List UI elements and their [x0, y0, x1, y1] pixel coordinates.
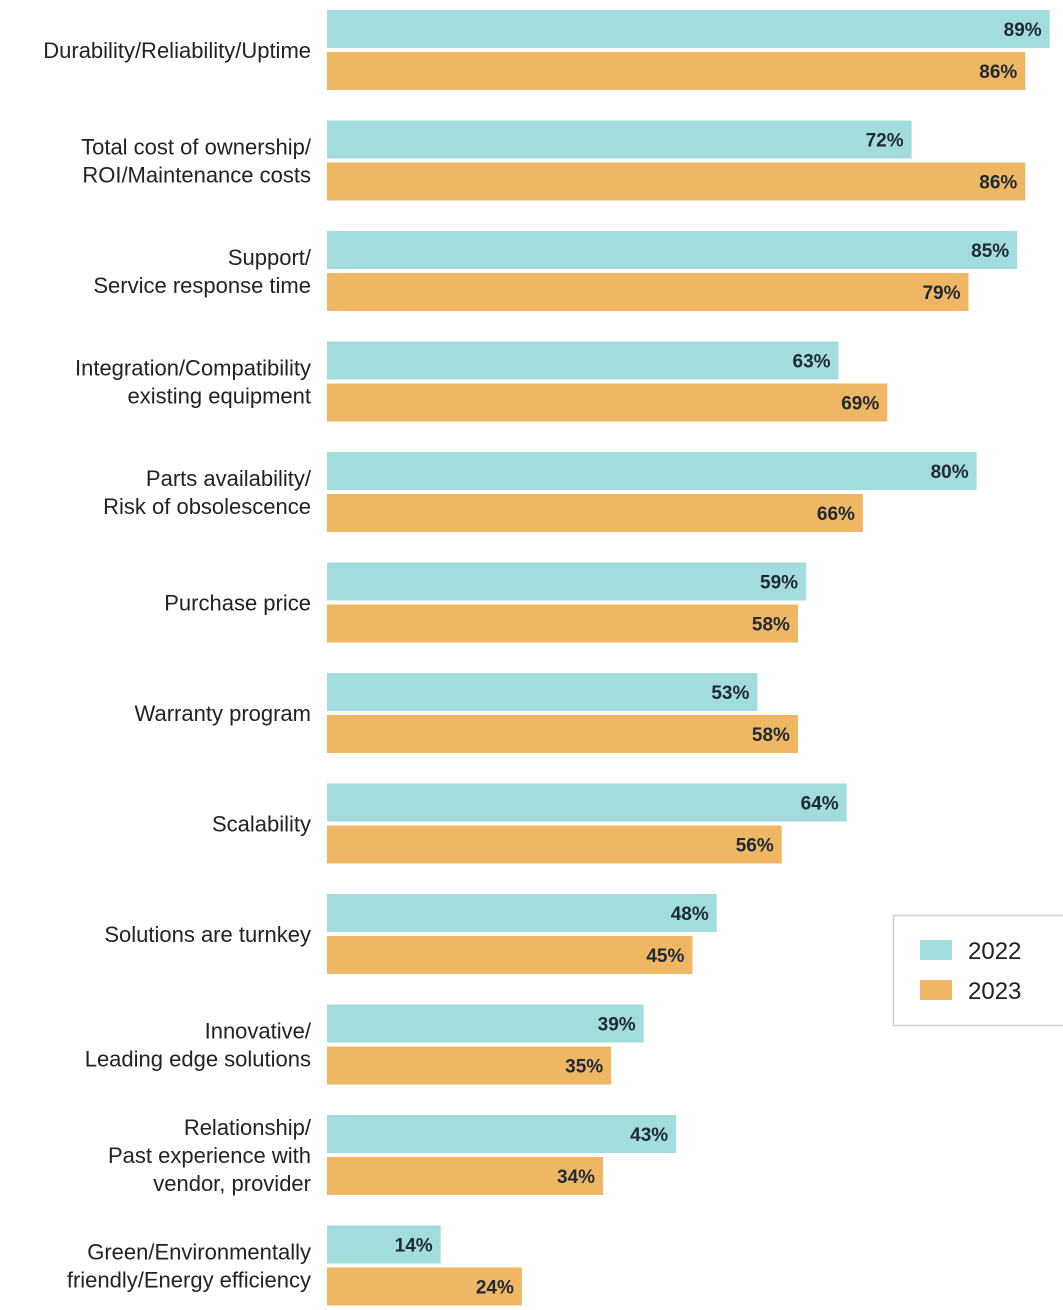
category-label: Leading edge solutions — [85, 1047, 311, 1072]
data-label: 45% — [646, 946, 684, 967]
legend-label: 2023 — [968, 978, 1021, 1005]
category-label: Purchase price — [164, 591, 311, 616]
category-label: existing equipment — [128, 384, 311, 409]
category-label: Solutions are turnkey — [104, 922, 311, 947]
bar-2023 — [327, 383, 888, 422]
data-label: 64% — [801, 794, 839, 815]
legend-swatch-2023 — [920, 980, 952, 1000]
bar-2022 — [327, 1225, 441, 1264]
data-label: 86% — [979, 62, 1017, 83]
bar-2022 — [327, 562, 807, 601]
data-label: 34% — [557, 1167, 595, 1188]
bar-2023 — [327, 52, 1026, 90]
data-label: 59% — [760, 573, 798, 594]
data-label: 80% — [931, 462, 969, 483]
bar-2023 — [327, 273, 969, 311]
category-label: Past experience with — [108, 1143, 311, 1168]
data-label: 86% — [979, 173, 1017, 194]
bar-2022 — [327, 673, 758, 711]
bar-2023 — [327, 715, 798, 753]
bar-2022 — [327, 1115, 677, 1153]
legend-box — [892, 914, 1063, 1027]
data-label: 58% — [752, 725, 790, 746]
data-label: 35% — [565, 1057, 603, 1078]
category-label: ROI/Maintenance costs — [82, 163, 311, 188]
data-label: 43% — [630, 1125, 668, 1146]
data-label: 79% — [922, 283, 960, 304]
data-label: 89% — [1004, 20, 1042, 41]
legend-swatch-2022 — [920, 940, 952, 960]
category-label: Risk of obsolescence — [103, 494, 311, 519]
bar-2023 — [327, 936, 693, 974]
category-label: Durability/Reliability/Uptime — [43, 38, 311, 63]
bar-2022 — [327, 783, 847, 822]
category-label: Integration/Compatibility — [75, 356, 311, 381]
category-label: Warranty program — [135, 701, 311, 726]
bar-2022 — [327, 10, 1050, 48]
bar-2023 — [327, 494, 863, 532]
bar-2022 — [327, 341, 839, 380]
bar-2022 — [327, 120, 912, 159]
data-label: 48% — [671, 904, 709, 925]
category-label: Scalability — [212, 812, 311, 837]
category-label: Parts availability/ — [146, 466, 312, 491]
data-label: 24% — [476, 1278, 514, 1299]
data-label: 72% — [866, 131, 904, 152]
data-label: 85% — [971, 241, 1009, 262]
data-label: 56% — [736, 836, 774, 857]
bar-2022 — [327, 231, 1018, 269]
data-label: 58% — [752, 615, 790, 636]
legend-label: 2022 — [968, 938, 1021, 965]
bar-2023 — [327, 1157, 604, 1195]
data-label: 69% — [841, 394, 879, 415]
bar-2023 — [327, 825, 782, 864]
bar-2022 — [327, 452, 977, 490]
category-label: Total cost of ownership/ — [81, 135, 312, 160]
data-label: 66% — [817, 504, 855, 525]
data-label: 39% — [598, 1015, 636, 1036]
bar-2023 — [327, 162, 1026, 201]
category-label: Service response time — [93, 273, 311, 298]
category-label: friendly/Energy efficiency — [67, 1268, 311, 1293]
data-label: 53% — [711, 683, 749, 704]
category-label: vendor, provider — [153, 1171, 311, 1196]
bar-2023 — [327, 604, 798, 643]
bar-2022 — [327, 1004, 644, 1043]
data-label: 14% — [395, 1236, 433, 1257]
category-label: Relationship/ — [184, 1115, 312, 1140]
category-label: Support/ — [228, 245, 312, 270]
bar-2023 — [327, 1046, 612, 1085]
data-label: 63% — [793, 352, 831, 373]
category-label: Innovative/ — [205, 1019, 312, 1044]
bar-2023 — [327, 1267, 522, 1306]
bar-2022 — [327, 894, 717, 932]
category-label: Green/Environmentally — [87, 1240, 311, 1265]
